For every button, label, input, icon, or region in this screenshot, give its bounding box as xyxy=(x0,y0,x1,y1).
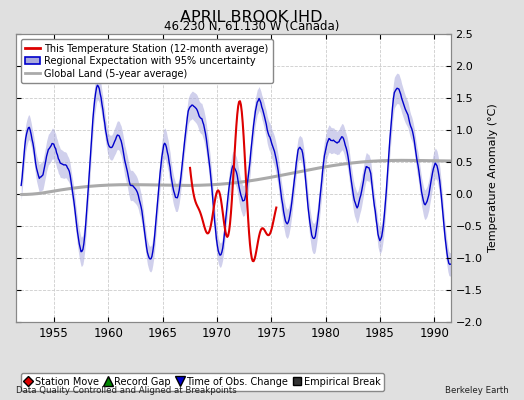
Legend: Station Move, Record Gap, Time of Obs. Change, Empirical Break: Station Move, Record Gap, Time of Obs. C… xyxy=(21,373,385,390)
Text: APRIL BROOK IHD: APRIL BROOK IHD xyxy=(180,10,323,25)
Y-axis label: Temperature Anomaly (°C): Temperature Anomaly (°C) xyxy=(488,104,498,252)
Text: Berkeley Earth: Berkeley Earth xyxy=(444,386,508,395)
Text: Data Quality Controlled and Aligned at Breakpoints: Data Quality Controlled and Aligned at B… xyxy=(16,386,236,395)
Text: 46.230 N, 61.130 W (Canada): 46.230 N, 61.130 W (Canada) xyxy=(164,20,339,33)
